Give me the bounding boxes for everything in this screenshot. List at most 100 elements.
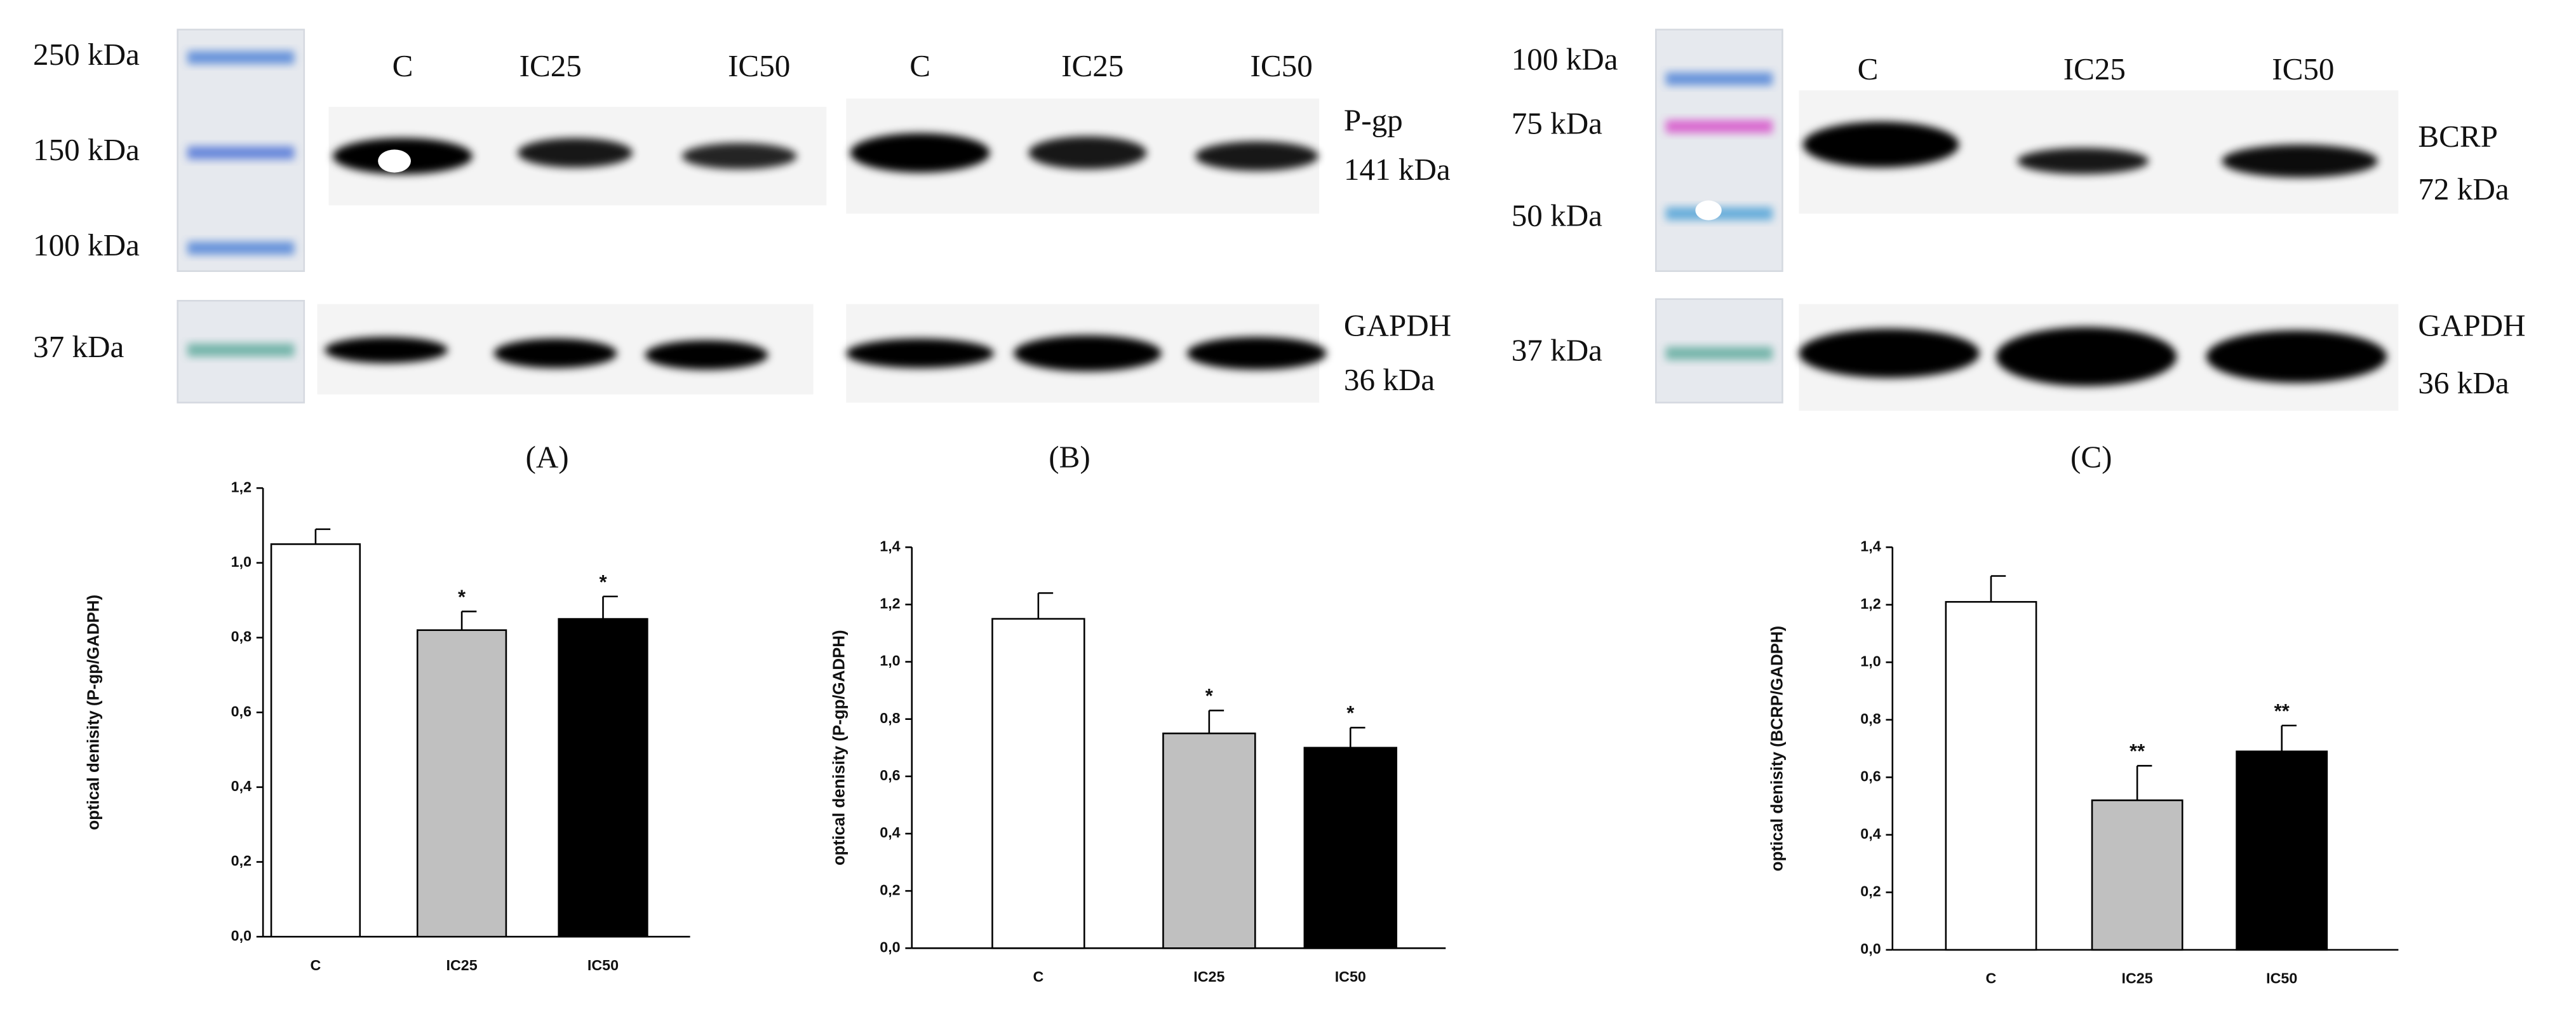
- ladder-band: [187, 146, 295, 159]
- blot-band: [1996, 327, 2177, 386]
- blot-band: [2222, 144, 2378, 178]
- blot-band: [493, 338, 617, 369]
- blot-band: [518, 138, 633, 168]
- error-bar: [1349, 726, 1365, 748]
- x-tick-label: IC50: [2266, 970, 2297, 987]
- error-bar: [1990, 575, 2006, 602]
- blot-label: IC50: [728, 48, 790, 83]
- bar: [2091, 799, 2184, 951]
- blot-label: IC50: [1251, 48, 1313, 83]
- ladder-band: [187, 343, 295, 357]
- blot-band: [2206, 330, 2387, 383]
- blot-label: GAPDH: [1344, 308, 1451, 343]
- blot-artifact: [378, 149, 411, 173]
- bar: [1162, 732, 1256, 949]
- error-bar: [314, 528, 331, 545]
- x-tick-label: IC50: [587, 957, 619, 973]
- y-axis-label: optical denisity (P-gp/GADPH): [831, 630, 849, 865]
- blot-band: [1028, 136, 1147, 170]
- blot-label: C: [1858, 51, 1879, 86]
- significance-label: *: [1205, 685, 1214, 707]
- y-tick-label: 1,4: [880, 538, 900, 554]
- blot-label: 37 kDa: [33, 329, 124, 364]
- blot-label: 250 kDa: [33, 37, 140, 72]
- x-tick-label: C: [1986, 970, 1997, 987]
- y-tick-label: 0,4: [1860, 825, 1881, 842]
- blot-label: 36 kDa: [1344, 362, 1435, 397]
- blot-label: 141 kDa: [1344, 152, 1451, 187]
- y-tick-label: 1,0: [880, 653, 900, 669]
- blot-label: (B): [1049, 439, 1090, 474]
- ladder-band: [187, 241, 295, 255]
- y-tick-label: 1,0: [1860, 653, 1881, 669]
- blot-label: GAPDH: [2418, 308, 2525, 343]
- blot-label: IC25: [2063, 51, 2126, 86]
- ladder-strip: [1655, 29, 1783, 273]
- x-tick-label: C: [1033, 968, 1043, 985]
- blot-label: (C): [2070, 439, 2112, 474]
- x-tick-label: IC25: [446, 957, 478, 973]
- y-axis-label: optical denisity (BCRP/GADPH): [1768, 626, 1786, 871]
- y-tick-label: 0,6: [880, 767, 900, 783]
- error-bar: [1037, 592, 1054, 619]
- y-tick-label: 0,8: [231, 628, 252, 645]
- ladder-band: [187, 51, 295, 64]
- y-tick-label: 1,2: [231, 478, 252, 495]
- blot-label: C: [392, 48, 413, 83]
- error-bar: [2136, 764, 2152, 801]
- blot-label: 72 kDa: [2418, 172, 2509, 207]
- blot-label: (A): [525, 439, 568, 474]
- y-axis-label: optical denisity (P-gp/GADPH): [85, 595, 103, 830]
- blot-band: [2017, 147, 2149, 175]
- error-bar: [460, 611, 477, 630]
- y-tick-label: 0,8: [880, 710, 900, 726]
- bar: [2236, 750, 2328, 951]
- error-bar: [2281, 724, 2297, 752]
- blot-band: [1802, 121, 1959, 168]
- blot-label: 100 kDa: [33, 227, 140, 262]
- blot-band: [325, 337, 448, 363]
- y-tick-label: 0,6: [1860, 768, 1881, 784]
- bar: [991, 618, 1085, 949]
- blot-label: C: [909, 48, 930, 83]
- ladder-band: [1665, 119, 1773, 133]
- y-tick-label: 1,4: [1860, 538, 1881, 554]
- y-tick-label: 0,2: [1860, 883, 1881, 900]
- blot-band: [846, 338, 995, 369]
- bar: [1303, 747, 1397, 949]
- y-tick-label: 0,2: [880, 881, 900, 898]
- blot-label: 36 kDa: [2418, 365, 2509, 400]
- error-bar: [1208, 709, 1224, 734]
- significance-label: **: [2130, 740, 2145, 762]
- x-tick-label: IC50: [1335, 968, 1366, 985]
- y-tick-label: 0,4: [880, 824, 900, 841]
- bar: [1945, 600, 2037, 951]
- blot-band: [1014, 335, 1162, 372]
- x-tick-label: IC25: [1193, 968, 1224, 985]
- blot-label: 37 kDa: [1512, 332, 1602, 367]
- blot-label: 150 kDa: [33, 132, 140, 167]
- y-tick-label: 0,6: [231, 703, 252, 719]
- bar: [270, 543, 361, 938]
- blot-label: IC25: [520, 48, 582, 83]
- y-tick-label: 1,0: [231, 553, 252, 570]
- blot-label: 100 kDa: [1512, 42, 1618, 77]
- blot-band: [1195, 141, 1318, 171]
- ladder-band: [1665, 346, 1773, 360]
- y-tick-label: 0,0: [1860, 940, 1881, 957]
- blot-label: BCRP: [2418, 119, 2498, 154]
- y-tick-label: 0,2: [231, 853, 252, 869]
- significance-label: **: [2274, 700, 2290, 722]
- significance-label: *: [599, 571, 607, 593]
- blot-label: 75 kDa: [1512, 105, 1602, 140]
- blot-label: P-gp: [1344, 102, 1403, 137]
- x-tick-label: IC25: [2122, 970, 2153, 987]
- blot-band: [1799, 328, 1980, 378]
- significance-label: *: [458, 586, 466, 608]
- error-bar: [602, 595, 618, 620]
- significance-label: *: [1346, 702, 1355, 724]
- bar: [416, 629, 507, 938]
- y-tick-label: 0,4: [231, 778, 252, 794]
- blot-band: [850, 133, 990, 173]
